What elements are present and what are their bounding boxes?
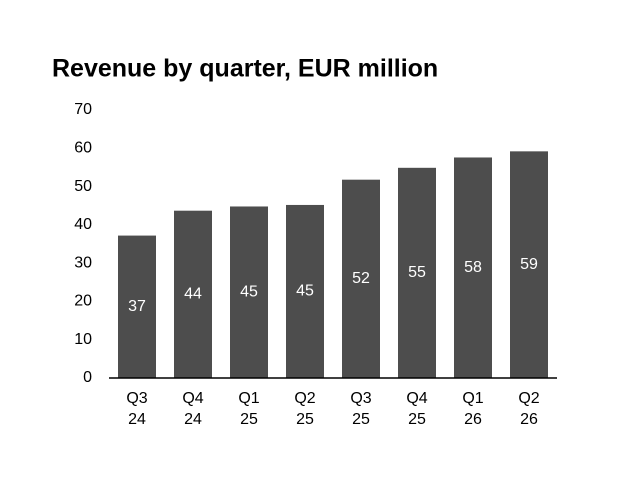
- bar: [510, 151, 548, 378]
- data-label: 44: [184, 286, 202, 303]
- data-label: 55: [408, 264, 426, 281]
- data-label: 45: [296, 283, 314, 300]
- bar: [230, 206, 268, 378]
- x-tick-label: Q4 25: [406, 390, 428, 428]
- data-label: 45: [240, 283, 258, 300]
- y-tick-label: 70: [74, 101, 92, 118]
- y-tick-label: 40: [74, 216, 92, 233]
- x-tick-label: Q1 25: [238, 390, 260, 428]
- bar: [118, 235, 156, 378]
- x-tick-label: Q3 25: [350, 390, 372, 428]
- data-label: 37: [128, 298, 146, 315]
- y-tick-label: 60: [74, 140, 92, 157]
- bar: [398, 167, 436, 378]
- x-tick-label: Q3 24: [126, 390, 148, 428]
- data-label: 52: [352, 270, 370, 287]
- data-label: 59: [520, 256, 538, 273]
- x-tick-label: Q2 25: [294, 390, 316, 428]
- x-tick-label: Q4 24: [182, 390, 204, 428]
- y-tick-label: 20: [74, 293, 92, 310]
- y-tick-label: 10: [74, 331, 92, 348]
- chart-title: Revenue by quarter, EUR million: [52, 55, 438, 83]
- bar: [174, 210, 212, 378]
- data-label: 58: [464, 259, 482, 276]
- y-tick-label: 30: [74, 254, 92, 271]
- x-tick-label: Q2 26: [518, 390, 540, 428]
- bar: [454, 157, 492, 378]
- y-tick-label: 0: [83, 369, 92, 386]
- y-tick-label: 50: [74, 178, 92, 195]
- x-tick-label: Q1 26: [462, 390, 484, 428]
- bar: [342, 179, 380, 378]
- bar: [286, 204, 324, 378]
